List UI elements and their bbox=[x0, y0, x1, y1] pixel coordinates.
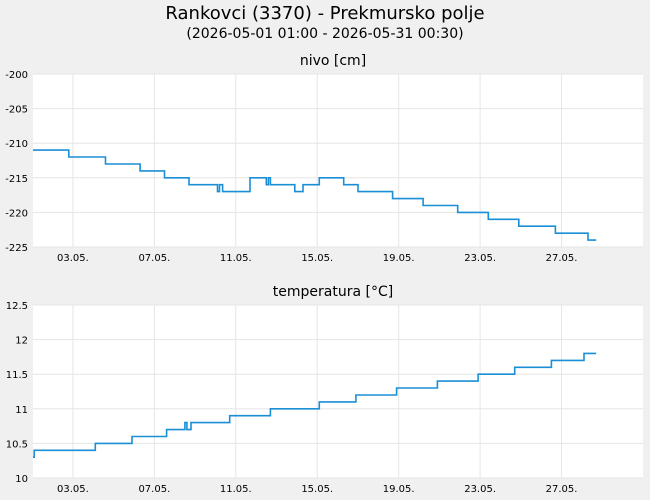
x-tick-label: 23.05. bbox=[464, 484, 496, 495]
y-tick-label: 12 bbox=[15, 336, 28, 347]
series-line-1 bbox=[33, 352, 597, 459]
y-tick-label: -225 bbox=[5, 243, 28, 254]
chart-subtitle: (2026-05-01 01:00 - 2026-05-31 00:30) bbox=[186, 26, 464, 42]
chart-panel-1: nivo [cm] -200 -205 -210 -215 -220 -225 03.05. 0… bbox=[5, 53, 643, 264]
x-tick-label: 11.05. bbox=[220, 484, 252, 495]
x-tick-label: 27.05. bbox=[546, 484, 578, 495]
y-tick-label: 10 bbox=[15, 474, 28, 485]
y-tick-label: 12.5 bbox=[6, 301, 28, 312]
x-tick-label: 19.05. bbox=[383, 484, 415, 495]
x-tick-label: 03.05. bbox=[57, 253, 89, 264]
panel-title: temperatura [°C] bbox=[273, 284, 393, 300]
x-tick-label: 07.05. bbox=[138, 253, 170, 264]
x-tick-label: 11.05. bbox=[220, 253, 252, 264]
x-tick-label: 07.05. bbox=[138, 484, 170, 495]
y-tick-label: 11.5 bbox=[6, 370, 28, 381]
x-tick-label: 15.05. bbox=[301, 253, 333, 264]
plot-area bbox=[33, 305, 643, 478]
chart-title: Rankovci (3370) - Prekmursko polje bbox=[165, 3, 485, 24]
y-tick-label: 11 bbox=[15, 405, 28, 416]
x-tick-label: 15.05. bbox=[301, 484, 333, 495]
x-tick-label: 23.05. bbox=[464, 253, 496, 264]
y-tick-label: -200 bbox=[5, 70, 28, 81]
x-tick-label: 27.05. bbox=[546, 253, 578, 264]
panel-title: nivo [cm] bbox=[300, 53, 366, 69]
series-line-1 bbox=[33, 149, 597, 241]
y-tick-label: 10.5 bbox=[6, 439, 28, 450]
y-tick-label: -205 bbox=[5, 105, 28, 116]
plot-area bbox=[33, 74, 643, 247]
y-tick-label: -215 bbox=[5, 174, 28, 185]
chart-panel-2: temperatura [°C] 12.5 12 11.5 11 10.5 10 03.05.… bbox=[6, 284, 643, 495]
y-tick-label: -220 bbox=[5, 208, 28, 219]
y-tick-label: -210 bbox=[5, 139, 28, 150]
x-tick-label: 03.05. bbox=[57, 484, 89, 495]
x-tick-label: 19.05. bbox=[383, 253, 415, 264]
